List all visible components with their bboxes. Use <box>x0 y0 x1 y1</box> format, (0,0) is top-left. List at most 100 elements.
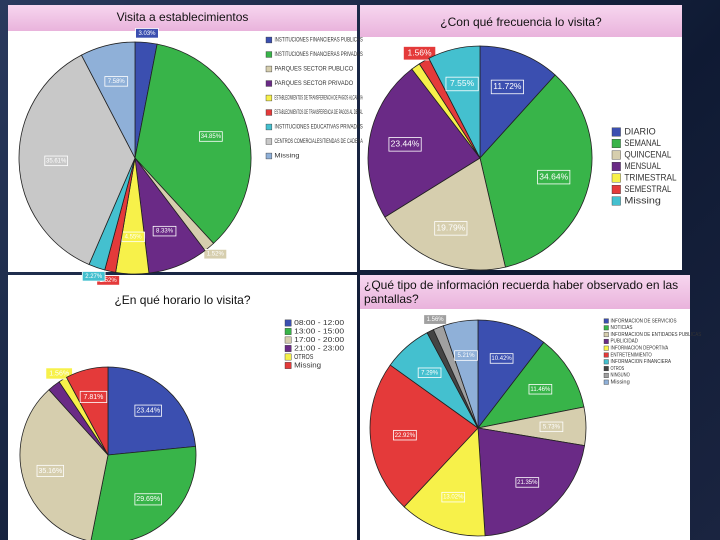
legend-swatch <box>265 109 273 116</box>
value-label: 29.69% <box>136 496 160 503</box>
legend-swatch <box>265 51 273 58</box>
value-label-box <box>199 131 223 142</box>
legend-swatch <box>603 366 609 372</box>
value-label-box <box>402 46 437 61</box>
legend-swatch <box>265 138 273 145</box>
legend-swatch <box>611 127 621 137</box>
legend-swatch <box>265 123 273 131</box>
value-label: 2.27% <box>85 274 103 280</box>
value-label-box <box>203 248 228 260</box>
value-label-box <box>393 429 417 441</box>
legend-swatch <box>603 379 609 385</box>
value-label-box <box>423 314 447 325</box>
value-label-box <box>135 28 159 39</box>
legend-swatch <box>284 328 292 335</box>
value-label: 4.55% <box>125 234 143 240</box>
value-label-box <box>79 390 108 403</box>
legend-swatch <box>265 80 273 87</box>
value-label-box <box>490 79 524 95</box>
value-label: 23.44% <box>136 408 160 415</box>
legend-swatch <box>265 152 273 160</box>
pie-slice <box>134 43 252 244</box>
pie-slice <box>90 445 197 540</box>
value-label-box <box>445 76 479 92</box>
legend-label: INFORMACION DE ENTIDADES PUBLICAS <box>611 332 702 338</box>
legend-label: QUINCENAL <box>624 150 671 161</box>
value-label-box <box>454 350 478 361</box>
legend-label: 21:00 - 23:00 <box>294 345 344 352</box>
value-label-box <box>537 169 571 185</box>
legend-swatch <box>603 359 609 365</box>
value-label-box <box>515 477 540 488</box>
legend-swatch <box>284 353 292 361</box>
legend-swatch <box>265 36 273 44</box>
legend-label: Missing <box>624 196 661 207</box>
legend-swatch <box>265 65 273 73</box>
legend-swatch <box>611 150 621 160</box>
value-label-box <box>81 271 106 282</box>
value-label: 1.52% <box>100 278 118 284</box>
value-label-box <box>45 367 73 380</box>
legend-label: PUBLICIDAD <box>611 339 639 345</box>
legend-label: INSTITUCIONES FINANCIERAS PRIVADAS <box>274 51 363 58</box>
value-label: 7.29% <box>421 370 439 376</box>
value-label: 35.16% <box>38 468 62 475</box>
chart-title: ¿En qué horario lo visita? <box>114 293 251 307</box>
legend-label: INSTITUCIONES FINANCIERAS PUBLICAS <box>274 37 363 44</box>
pie-slice <box>403 427 486 537</box>
legend-swatch <box>603 352 609 358</box>
value-label: 1.56% <box>407 47 432 57</box>
value-label-box <box>134 404 162 417</box>
legend-label: TRIMESTRAL <box>624 173 676 184</box>
legend-swatch <box>603 332 609 338</box>
legend-label: INSTITUCIONES EDUCATIVAS PRIVADAS <box>274 124 363 131</box>
legend-label: MENSUAL <box>624 161 661 172</box>
value-label-box <box>44 155 68 167</box>
chart-title: ¿Qué tipo de información recuerda haber … <box>360 275 690 309</box>
value-label: 8.33% <box>156 229 174 235</box>
legend-swatch <box>611 196 621 206</box>
legend-label: Missing <box>611 380 630 386</box>
value-label: 34.85% <box>201 134 222 140</box>
pie-slice <box>428 45 481 159</box>
pie-slice <box>80 41 136 159</box>
legend-label: ESTABLECIMIENTOS DE TRANSFERENCIA DE PAG… <box>274 109 363 116</box>
legend-label: PARQUES SECTOR PUBLICO <box>274 66 353 73</box>
value-label-box <box>36 464 65 477</box>
legend-label: 17:00 - 20:00 <box>294 337 344 344</box>
value-label-box <box>489 353 514 364</box>
value-label-box <box>434 221 468 236</box>
legend-swatch <box>603 318 609 324</box>
legend-label: CENTROS COMERCIALES/TIENDAS DE CADENA <box>274 138 363 145</box>
legend-label: NINGUNO <box>611 373 630 379</box>
value-label: 35.61% <box>46 158 67 164</box>
legend-swatch <box>611 185 621 194</box>
value-label: 10.42% <box>491 356 512 362</box>
pie-slice <box>479 74 593 268</box>
legend-swatch <box>284 345 292 352</box>
value-label-box <box>441 491 466 503</box>
value-label: 21.35% <box>517 480 538 486</box>
legend-label: OTROS <box>611 366 625 372</box>
chart-title: Visita a establecimientos <box>8 5 357 31</box>
value-label: 19.79% <box>436 223 465 233</box>
value-label: 13.02% <box>443 495 464 501</box>
chart-title: ¿Con qué frecuencia lo visita? <box>360 5 682 37</box>
legend-label: ENTRETENIMIENTO <box>611 352 652 358</box>
value-label: 5.73% <box>543 424 561 430</box>
pie-slice <box>384 157 506 271</box>
legend-label: OTROS <box>294 354 314 361</box>
legend-label: SEMESTRAL <box>624 184 671 195</box>
value-label-box <box>528 384 553 395</box>
value-label: 1.52% <box>207 252 225 258</box>
legend-swatch <box>284 319 292 327</box>
value-label: 7.81% <box>84 394 104 401</box>
legend-swatch <box>611 162 621 171</box>
legend-label: 13:00 - 15:00 <box>294 328 344 335</box>
legend-label: PARQUES SECTOR PRIVADO <box>274 80 353 87</box>
value-label: 11.72% <box>493 81 522 91</box>
legend-label: NOTICIAS <box>611 325 634 331</box>
legend-swatch <box>603 372 609 378</box>
value-label: 34.64% <box>539 171 568 181</box>
value-label: 11.46% <box>530 387 551 393</box>
